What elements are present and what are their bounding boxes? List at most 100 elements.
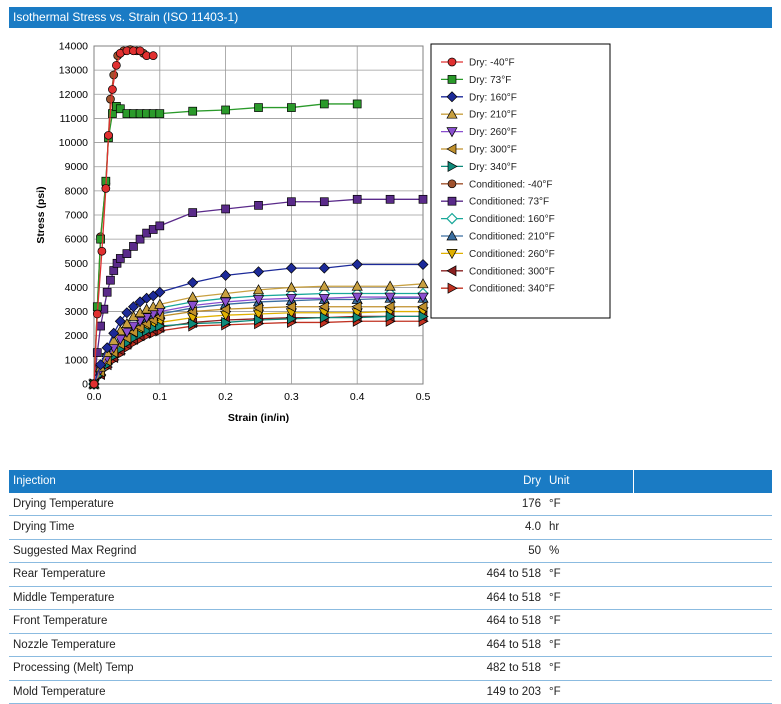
- row-spacer: [633, 680, 772, 704]
- data-point: [221, 204, 230, 214]
- table-row: Front Temperature 464 to 518 °F: [9, 609, 772, 634]
- data-point: [155, 221, 165, 231]
- row-value: 50: [457, 539, 545, 563]
- legend-item: Dry: 300°F: [441, 143, 517, 156]
- row-unit: °F: [545, 656, 634, 681]
- chart-title: Isothermal Stress vs. Strain (ISO 11403-…: [13, 10, 239, 24]
- row-spacer: [633, 562, 772, 587]
- stress-strain-chart: 0 1000 2000 3000 4000 5000 6000 7000 8000 9000 100…: [35, 41, 611, 424]
- header-unit: Unit: [545, 470, 634, 493]
- row-spacer: [633, 515, 772, 540]
- data-point: [318, 280, 330, 291]
- data-point: [187, 277, 199, 289]
- row-unit: °F: [545, 609, 634, 634]
- legend-marker: [446, 249, 458, 260]
- table-row: Drying Time 4.0 hr: [9, 515, 772, 540]
- y-tick-label: 6000: [65, 234, 89, 246]
- y-tick-label: 2000: [65, 330, 89, 342]
- row-unit: %: [545, 539, 634, 563]
- row-spacer: [633, 633, 772, 657]
- data-point: [221, 316, 232, 329]
- data-point: [135, 234, 145, 244]
- legend-item: Conditioned: 160°F: [441, 212, 555, 225]
- legend-item: Dry: 340°F: [441, 160, 517, 173]
- table-header-row: Injection Dry Unit: [9, 470, 772, 493]
- legend-label: Conditioned: -40°F: [469, 179, 553, 190]
- data-point: [114, 315, 126, 327]
- y-tick-label: 5000: [65, 258, 89, 270]
- y-tick-label: 14000: [59, 41, 88, 53]
- data-point: [92, 309, 102, 319]
- data-point: [318, 293, 330, 305]
- y-tick-label: 7000: [65, 210, 89, 222]
- x-tick-label: 0.5: [416, 391, 431, 403]
- data-point: [252, 295, 265, 306]
- data-point: [254, 200, 263, 210]
- data-point: [101, 342, 113, 354]
- data-point: [102, 287, 112, 297]
- data-point: [97, 246, 107, 256]
- row-label: Drying Temperature: [9, 492, 457, 516]
- header-spacer: [633, 470, 772, 493]
- legend-label: Dry: 340°F: [469, 162, 517, 173]
- legend-item: Dry: -40°F: [441, 58, 515, 69]
- x-tick-label: 0.2: [218, 391, 233, 403]
- data-point: [115, 104, 125, 114]
- data-point: [127, 301, 139, 313]
- data-point: [220, 287, 232, 298]
- row-label: Front Temperature: [9, 609, 457, 634]
- x-tick-label: 0.0: [87, 391, 102, 403]
- injection-table: Injection Dry Unit Drying Temperature 17…: [9, 470, 772, 704]
- row-unit: °F: [545, 492, 634, 516]
- legend-label: Conditioned: 260°F: [469, 249, 555, 260]
- data-point: [104, 130, 113, 140]
- data-point: [220, 297, 232, 308]
- data-point: [352, 99, 362, 109]
- data-point: [188, 106, 198, 116]
- y-tick-label: 9000: [65, 161, 89, 173]
- data-point: [148, 51, 158, 61]
- row-label: Suggested Max Regrind: [9, 539, 457, 563]
- data-point: [252, 302, 263, 314]
- legend-item: Dry: 73°F: [441, 75, 511, 86]
- legend-label: Dry: 300°F: [469, 145, 517, 156]
- x-tick-label: 0.4: [350, 391, 365, 403]
- legend-marker: [447, 179, 457, 189]
- legend-box: [430, 43, 611, 319]
- data-point: [154, 298, 166, 309]
- legend-marker: [446, 265, 457, 277]
- data-point: [106, 275, 115, 285]
- data-point: [385, 310, 396, 322]
- data-point: [319, 197, 329, 207]
- data-point: [417, 278, 429, 289]
- data-point: [352, 194, 362, 204]
- table-row: Middle Temperature 464 to 518 °F: [9, 586, 772, 610]
- legend-item: Dry: 260°F: [441, 127, 517, 138]
- legend-marker: [447, 282, 458, 294]
- row-value: 464 to 518: [457, 562, 545, 587]
- legend-marker: [447, 57, 457, 67]
- header-dry: Dry: [457, 470, 545, 493]
- y-tick-label: 10000: [59, 137, 88, 149]
- legend-item: Conditioned: 340°F: [441, 282, 555, 295]
- legend-label: Dry: 210°F: [469, 110, 517, 121]
- data-point: [417, 258, 429, 270]
- row-unit: °F: [545, 633, 634, 657]
- data-point: [287, 313, 298, 325]
- legend-marker: [446, 230, 458, 241]
- x-tick-label: 0.3: [284, 391, 299, 403]
- data-point: [254, 103, 263, 112]
- row-unit: hr: [545, 515, 634, 540]
- data-point: [122, 249, 132, 258]
- row-label: Middle Temperature: [9, 586, 457, 610]
- data-point: [109, 266, 119, 275]
- row-spacer: [633, 492, 772, 516]
- row-spacer: [633, 656, 772, 681]
- legend-marker: [447, 160, 458, 172]
- legend-marker: [446, 108, 458, 119]
- data-point: [106, 94, 115, 104]
- legend-label: Dry: -40°F: [469, 58, 515, 69]
- legend-label: Conditioned: 73°F: [469, 197, 549, 208]
- data-point: [384, 292, 396, 303]
- data-point: [384, 280, 396, 291]
